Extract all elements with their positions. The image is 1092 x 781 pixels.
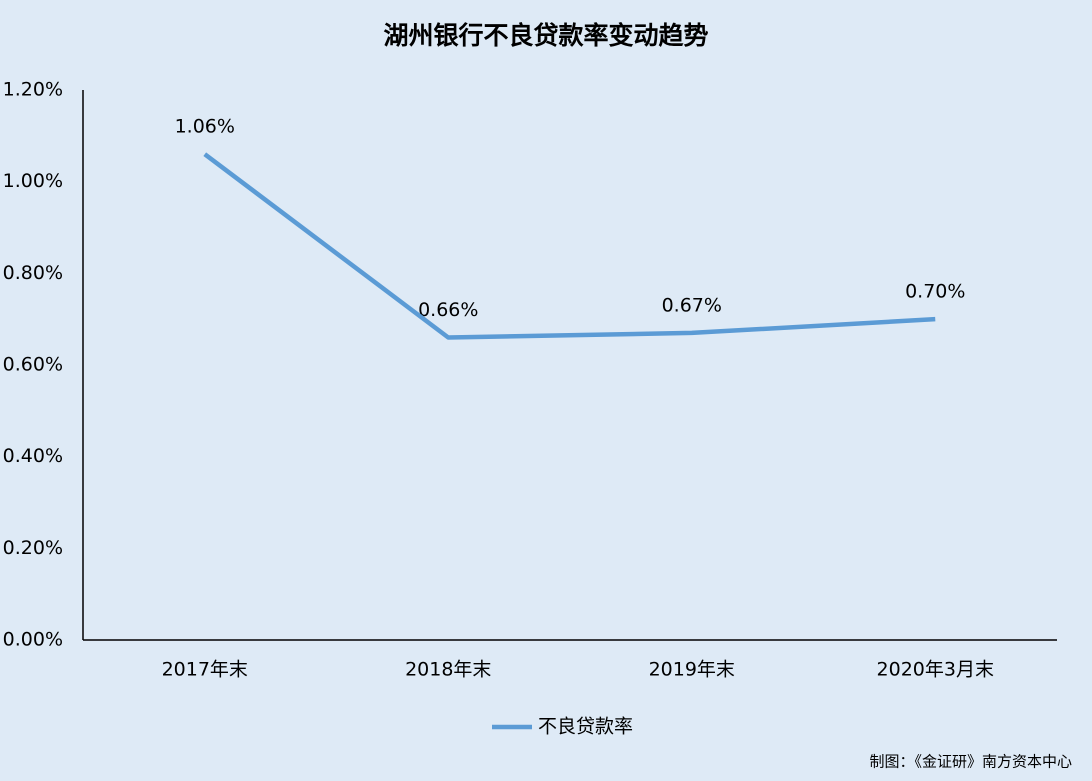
- legend-label: 不良贷款率: [538, 716, 633, 738]
- data-label: 0.66%: [418, 299, 478, 321]
- x-tick-label: 2019年末: [649, 659, 735, 681]
- x-tick-label: 2018年末: [405, 659, 491, 681]
- data-line: [203, 152, 936, 340]
- y-tick-label: 0.40%: [3, 445, 63, 467]
- y-tick-label: 0.60%: [3, 354, 63, 376]
- x-tick-label: 2017年末: [162, 659, 248, 681]
- y-tick-label: 0.20%: [3, 537, 63, 559]
- data-label: 0.70%: [905, 281, 965, 303]
- y-tick-label: 0.00%: [3, 629, 63, 651]
- chart-title: 湖州银行不良贷款率变动趋势: [383, 21, 708, 50]
- source-note: 制图：《金证研》南方资本中心: [869, 753, 1072, 771]
- y-tick-label: 1.00%: [3, 170, 63, 192]
- x-tick-label: 2020年3月末: [877, 659, 994, 681]
- data-label: 1.06%: [175, 116, 235, 138]
- y-tick-label: 0.80%: [3, 262, 63, 284]
- y-tick-label: 1.20%: [3, 79, 63, 101]
- data-label: 0.67%: [662, 294, 722, 316]
